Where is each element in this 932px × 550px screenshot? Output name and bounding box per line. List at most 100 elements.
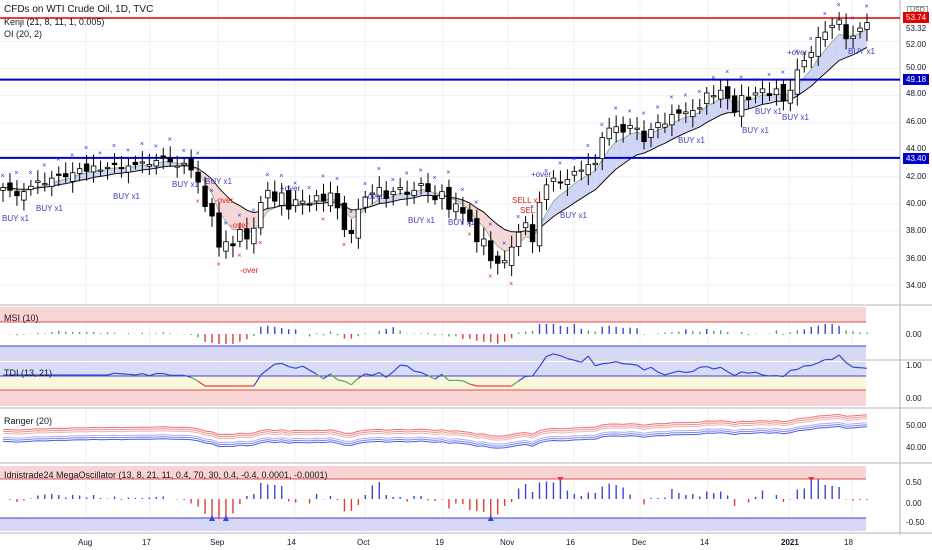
signal-x-marker: × <box>265 172 269 179</box>
tdi-line-segment <box>734 371 742 377</box>
kenji-indicator-label[interactable]: Kenji (21, 8, 11, 1, 0.005) <box>4 17 105 27</box>
mega-sell-triangle <box>557 477 564 482</box>
candle-body <box>320 193 327 202</box>
candle-body <box>362 196 369 208</box>
candle-body <box>501 260 508 264</box>
buy-signal-label: BUY x1 <box>848 47 875 56</box>
candle-body <box>21 191 27 201</box>
tdi-line-segment <box>762 374 770 377</box>
candle-body <box>738 95 745 117</box>
mega-pane-label[interactable]: Idnistrade24 MegaOscillator (13, 8, 21, … <box>4 470 328 480</box>
cloud-segment <box>818 49 826 80</box>
candle-body <box>606 127 612 140</box>
candle-body <box>467 209 473 222</box>
candle-body <box>202 185 208 207</box>
cloud-segment <box>748 97 756 109</box>
candle-body <box>425 183 431 193</box>
signal-x-marker: × <box>865 4 869 11</box>
candle-body <box>759 88 766 94</box>
candle-body <box>752 92 759 96</box>
tdi-line-segment <box>295 365 303 369</box>
tdi-line-segment <box>392 364 401 373</box>
cloud-segment <box>553 194 561 217</box>
oi-indicator-label[interactable]: OI (20, 2) <box>4 29 43 39</box>
over-up-label: +over <box>280 184 301 193</box>
tdi-line-segment <box>309 369 317 375</box>
cloud-segment <box>497 224 505 252</box>
candle-body <box>515 231 522 247</box>
tdi-axis-tick: 0.00 <box>906 394 922 403</box>
tdi-line-segment <box>685 370 693 374</box>
ranger-band-line <box>2 423 868 447</box>
signal-x-marker: × <box>237 252 241 259</box>
ranger-band-line <box>2 417 868 441</box>
candle-body <box>620 124 626 133</box>
candle-body <box>697 107 703 110</box>
tdi-line-segment <box>344 380 352 386</box>
signal-x-marker: × <box>377 166 381 173</box>
cloud-segment <box>163 161 171 167</box>
cloud-segment <box>225 195 233 230</box>
candle-body <box>508 246 515 266</box>
over-down-label: -over <box>215 196 234 205</box>
tdi-line-segment <box>434 373 443 380</box>
date-axis-tick: 14 <box>700 538 709 547</box>
signal-x-marker: × <box>558 161 562 168</box>
price-axis-tick: 48.00 <box>906 89 927 98</box>
sell-signal-label: SELL x1 <box>512 196 542 205</box>
candle-body <box>850 35 856 39</box>
mega-axis-tick: 0.50 <box>906 478 922 487</box>
signal-x-marker: × <box>683 92 687 99</box>
signal-x-marker: × <box>342 242 346 249</box>
cloud-segment <box>386 196 394 203</box>
signal-x-marker: × <box>196 199 200 206</box>
signal-x-marker: × <box>642 110 646 117</box>
candle-body <box>641 130 647 143</box>
tdi-line-segment <box>609 361 617 364</box>
signal-x-marker: × <box>237 213 241 220</box>
candle-body <box>634 127 640 130</box>
signal-x-marker: × <box>837 2 841 9</box>
candle-body <box>334 193 341 209</box>
signal-x-marker: × <box>488 274 492 281</box>
tdi-line-segment <box>748 371 756 374</box>
candle-body <box>745 96 752 101</box>
ranger-pane-label[interactable]: Ranger (20) <box>4 416 53 426</box>
candle-body <box>564 179 571 185</box>
price-axis-tick: 38.00 <box>906 226 927 235</box>
candle-body <box>76 168 83 174</box>
mega-buy-triangle <box>222 515 229 521</box>
candle-body <box>453 203 459 213</box>
tdi-pane-label[interactable]: TDI (13, 21) <box>4 368 53 378</box>
date-axis-tick: 17 <box>142 538 151 547</box>
tdi-line-segment <box>811 362 819 367</box>
signal-x-marker: × <box>433 175 437 182</box>
signal-x-marker: × <box>42 162 46 169</box>
tdi-line-segment <box>657 371 666 376</box>
cloud-segment <box>212 179 219 212</box>
pane-separators <box>0 0 932 535</box>
msi-pane-label[interactable]: MSI (10) <box>4 313 39 323</box>
cloud-segment <box>490 218 498 247</box>
candle-body <box>7 182 13 191</box>
price-axis-tick: 40.00 <box>906 199 927 208</box>
cloud-segment <box>623 134 631 165</box>
candle-body <box>460 207 466 214</box>
signal-markers: × × × × × × × × × × × × × × × × × × × × × × × × × × × × × × × × × × × × × × × ×… <box>1 2 869 288</box>
candle-body <box>174 165 180 168</box>
candle-body <box>864 22 870 30</box>
signal-x-marker: × <box>739 74 743 81</box>
candle-body <box>223 241 229 252</box>
candle-body <box>279 192 285 206</box>
candle-body <box>822 31 828 40</box>
cloud-segment <box>79 173 87 181</box>
mega-axis-tick: 0.00 <box>906 499 922 508</box>
signal-x-marker: × <box>851 16 855 23</box>
price-levels[interactable] <box>0 17 900 159</box>
mega-axis-tick: -0.50 <box>906 518 925 527</box>
tdi-line-segment <box>643 366 652 371</box>
cloud-segment <box>107 167 115 176</box>
mega-sell-triangle <box>808 477 815 482</box>
mega-buy-triangle <box>487 515 494 521</box>
